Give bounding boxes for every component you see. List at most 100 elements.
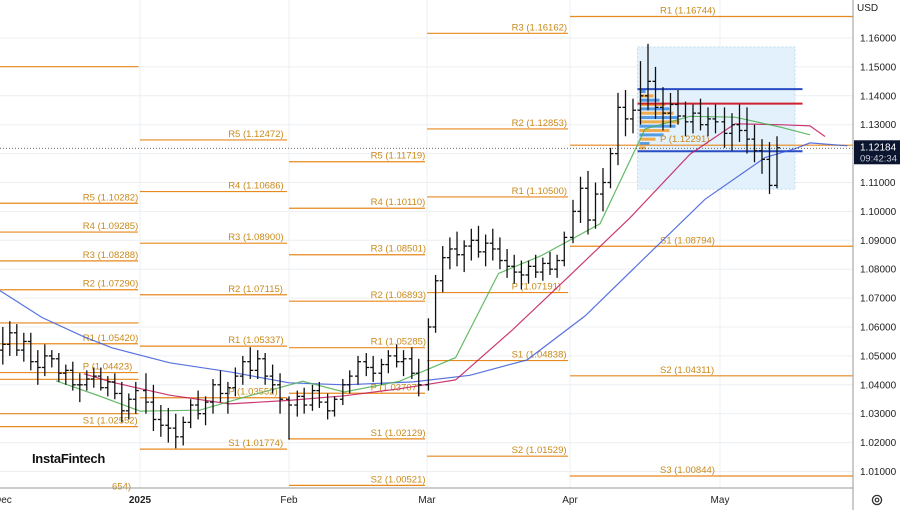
y-tick-label: 1.10000 [860,207,897,218]
price-bars [0,43,780,449]
ohlc-bar [180,416,187,446]
ohlc-bar [705,107,711,137]
ohlc-bar [607,147,614,189]
ohlc-bar [385,350,392,374]
ohlc-bar [475,225,482,258]
ohlc-bar [324,393,331,420]
pivot-level-label: R5 (1.12472) [228,129,283,140]
pivot-level-label: R1 (1.10500) [512,186,567,197]
ohlc-bar [41,344,48,377]
ohlc-bar [294,390,301,417]
ohlc-bar [774,136,780,189]
volume-profile-bar [639,137,656,141]
pivot-level-label: S1 (1.02552) [83,416,138,427]
ohlc-bar [239,355,246,385]
ohlc-bar [309,384,316,411]
y-tick-label: 1.08000 [860,265,897,276]
ohlc-bar [446,237,453,270]
ohlc-bar [652,66,659,119]
moving-average-line [83,123,826,405]
price-tag-countdown: 09:42:34 [860,153,897,164]
pivot-level-label: R1 (1.05420) [83,333,138,344]
ohlc-bar [439,246,446,293]
ohlc-bar [150,384,157,432]
ohlc-bar [346,370,353,394]
ohlc-bar [13,324,20,356]
ohlc-bar [546,251,553,275]
settings-icon[interactable] [871,494,883,506]
pivot-level-label: R3 (1.08288) [83,250,138,261]
pivot-level-label: P (1.03707) [371,382,420,393]
ohlc-bar [630,98,636,134]
volume-profile-bar [639,129,670,133]
x-tick-label: Mar [418,495,436,506]
ohlc-bar [76,373,83,403]
ohlc-bar [511,254,518,284]
ohlc-bar [682,101,689,137]
volume-profile-bar [639,120,680,124]
y-tick-label: 1.01000 [860,467,897,478]
ohlc-bar [55,353,62,382]
volume-profile-bar [639,116,678,120]
ohlc-bar [339,379,346,406]
grid [0,0,853,488]
pivot-level-label: R2 (1.07290) [83,279,138,290]
ohlc-bar [254,350,261,380]
ohlc-bar [585,170,591,235]
y-tick-label: 1.06000 [860,323,897,334]
ohlc-bar [393,344,400,368]
ohlc-bar [504,248,511,278]
ohlc-bar [675,90,681,125]
pivot-level-label: R4 (1.10110) [371,197,426,208]
ohlc-bar [125,393,132,420]
ohlc-bar [27,332,34,371]
pivot-level-label: S1 (1.04838) [512,350,567,361]
y-tick-label: 1.03000 [860,409,897,420]
pivot-level-label: P (1.07191) [512,282,561,293]
ohlc-bar [0,327,6,365]
pivot-level-label: R4 (1.10686) [228,181,283,192]
volume-profile-bar [639,90,646,94]
pivot-level-label: R3 (1.08501) [371,244,426,255]
ohlc-bar [408,347,415,380]
ohlc-bar [570,199,576,244]
ohlc-bar [301,387,308,414]
x-tick-label: 2025 [129,495,152,506]
ohlc-bar [355,355,361,385]
ohlc-bar [20,332,27,362]
ohlc-bar [316,381,323,408]
ohlc-bar [269,364,276,394]
ohlc-bar [660,87,666,131]
volume-profile-bar [639,124,676,128]
ohlc-bar [600,168,606,212]
ohlc-bar [378,358,385,385]
ohlc-bar [111,373,118,400]
pivot-level-label: R2 (1.06893) [371,290,426,301]
ohlc-bar [622,90,629,137]
y-tick-label: 1.07000 [860,294,897,305]
volume-profile-bar [639,107,670,111]
ohlc-bar [729,113,735,151]
volume-profile-bar [639,142,650,146]
ohlc-bar [104,376,111,397]
ohlc-bar [690,104,696,134]
currency-label[interactable]: USD [857,3,879,14]
pivot-level-label: S2 (1.04311) [660,365,714,376]
volume-profile-bar [639,146,646,150]
ohlc-bar [90,367,97,388]
ohlc-bar [69,361,76,391]
ohlc-bar [525,260,532,284]
pivot-level-label: R5 (1.10282) [83,192,138,203]
pivot-level-label: R2 (1.07115) [228,284,283,295]
ohlc-bar [400,350,407,377]
pivot-level-label: S2 (1.01529) [512,445,567,456]
ohlc-bar [187,399,194,429]
pivot-level-label: S1 (1.02129) [371,428,426,439]
y-tick-label: 1.14000 [860,91,897,102]
ohlc-bar [415,358,422,397]
ohlc-bar [118,381,125,423]
pivot-level-label: R5 (1.11719) [371,151,426,162]
